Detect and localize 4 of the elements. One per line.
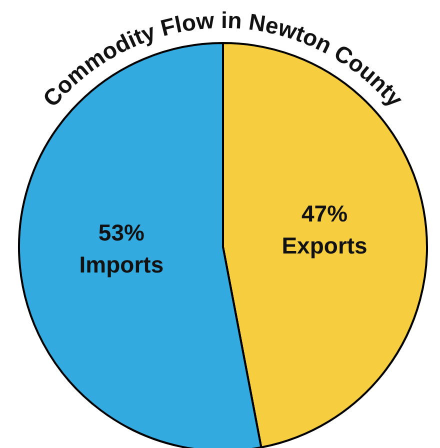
slice-label: Exports xyxy=(282,232,368,258)
data-label: 47% xyxy=(302,200,348,226)
data-label: 53% xyxy=(98,220,144,246)
slice-label: Imports xyxy=(79,252,164,278)
